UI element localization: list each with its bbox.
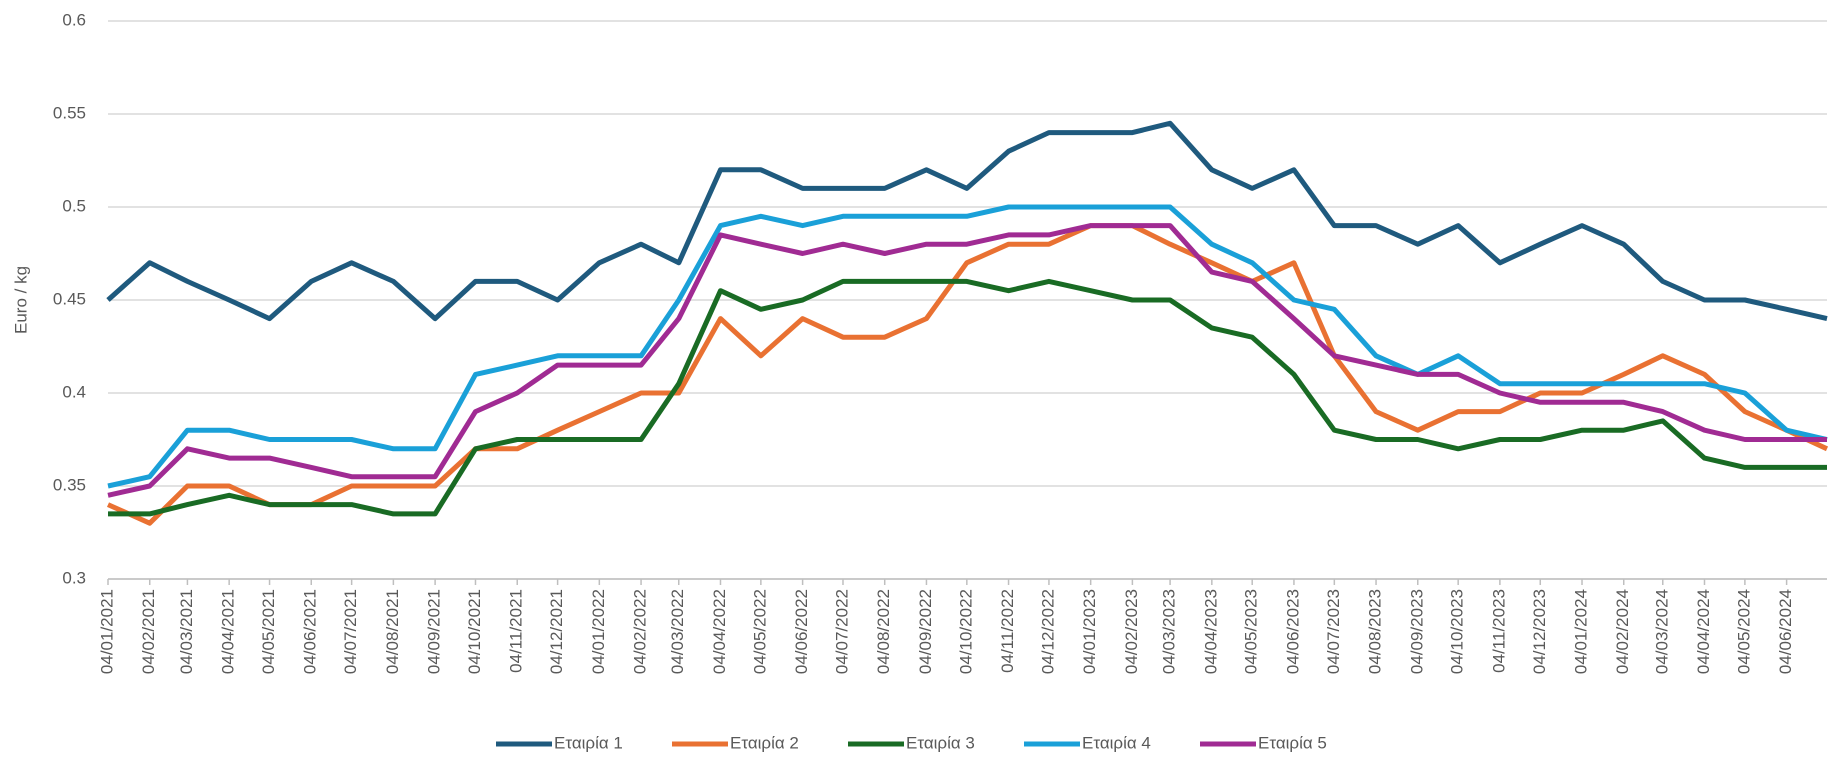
x-tick-label: 04/03/2022 xyxy=(668,589,687,674)
series-line xyxy=(107,204,1828,489)
x-tick-label: 04/02/2021 xyxy=(139,589,158,674)
x-tick-label: 04/09/2022 xyxy=(916,589,935,674)
series-line xyxy=(106,120,1828,322)
x-tick-label: 04/04/2024 xyxy=(1694,589,1713,674)
x-tick-label: 04/06/2023 xyxy=(1283,589,1302,674)
x-tick-label: 04/11/2022 xyxy=(998,589,1017,673)
y-tick-label: 0.5 xyxy=(62,196,86,215)
series-line xyxy=(106,223,1829,526)
x-tick-label: 04/10/2021 xyxy=(465,589,484,674)
x-tick-label: 04/02/2024 xyxy=(1613,589,1632,674)
x-tick-label: 04/07/2021 xyxy=(341,589,360,674)
x-tick-label: 04/08/2021 xyxy=(383,589,402,674)
x-tick-label: 04/12/2022 xyxy=(1038,589,1057,674)
x-tick-label: 04/05/2024 xyxy=(1734,589,1753,674)
x-tick-label: 04/04/2022 xyxy=(710,589,729,674)
x-tick-label: 04/12/2023 xyxy=(1530,589,1549,674)
y-tick-label: 0.55 xyxy=(53,103,86,122)
x-tick-label: 04/03/2021 xyxy=(177,589,196,674)
x-tick-label: 04/09/2023 xyxy=(1407,589,1426,674)
x-tick-label: 04/10/2022 xyxy=(956,589,975,674)
x-tick-label: 04/08/2022 xyxy=(874,589,893,674)
x-tick-label: 04/01/2024 xyxy=(1571,589,1590,674)
x-tick-label: 04/11/2023 xyxy=(1489,589,1508,673)
y-tick-label: 0.6 xyxy=(62,10,86,29)
y-axis-label: Euro / kg xyxy=(11,266,30,334)
x-tick-label: 04/11/2021 xyxy=(507,589,526,673)
x-tick-label: 04/03/2024 xyxy=(1652,589,1671,674)
x-tick-label: 04/03/2023 xyxy=(1160,589,1179,674)
x-tick-label: 04/04/2023 xyxy=(1201,589,1220,674)
x-tick-label: 04/07/2022 xyxy=(832,589,851,674)
series-line xyxy=(107,223,1827,498)
legend-label: Εταιρία 5 xyxy=(1258,733,1327,752)
x-tick-label: 04/05/2021 xyxy=(259,589,278,674)
legend-label: Εταιρία 2 xyxy=(730,733,799,752)
x-tick-label: 04/01/2023 xyxy=(1080,589,1099,674)
x-tick-label: 04/09/2021 xyxy=(425,589,444,674)
y-tick-label: 0.4 xyxy=(62,382,86,401)
x-tick-label: 04/06/2022 xyxy=(792,589,811,674)
y-tick-label: 0.3 xyxy=(62,568,86,587)
y-tick-label: 0.45 xyxy=(53,289,86,308)
legend-label: Εταιρία 3 xyxy=(906,733,975,752)
x-tick-label: 04/01/2021 xyxy=(97,589,116,674)
y-tick-label: 0.35 xyxy=(53,475,86,494)
legend-label: Εταιρία 4 xyxy=(1082,733,1151,752)
x-tick-label: 04/06/2024 xyxy=(1776,589,1795,674)
legend-label: Εταιρία 1 xyxy=(554,733,623,752)
x-tick-label: 04/06/2021 xyxy=(301,589,320,674)
x-tick-label: 04/04/2021 xyxy=(219,589,238,674)
x-tick-label: 04/10/2023 xyxy=(1448,589,1467,674)
series-line xyxy=(108,278,1827,517)
x-tick-label: 04/05/2023 xyxy=(1242,589,1261,674)
x-tick-label: 04/05/2022 xyxy=(750,589,769,674)
x-tick-label: 04/01/2022 xyxy=(589,589,608,674)
x-tick-label: 04/02/2022 xyxy=(631,589,650,674)
x-tick-label: 04/07/2023 xyxy=(1324,589,1343,674)
x-tick-label: 04/12/2021 xyxy=(547,589,566,674)
x-tick-label: 04/02/2023 xyxy=(1122,589,1141,674)
x-tick-label: 04/08/2023 xyxy=(1366,589,1385,674)
